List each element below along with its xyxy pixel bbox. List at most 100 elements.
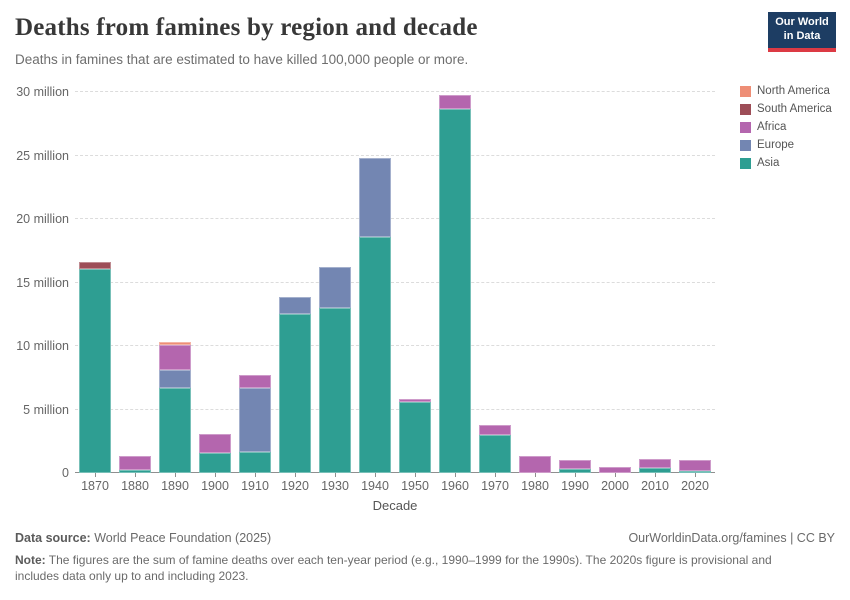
bar-2010[interactable] (639, 459, 671, 473)
x-tick-1920 (295, 473, 296, 477)
bar-segment-1910-africa[interactable] (239, 374, 271, 388)
y-tick-label-20: 20 million (16, 212, 69, 226)
x-tick-1990 (575, 473, 576, 477)
bar-segment-1970-africa[interactable] (479, 424, 511, 435)
data-source-value: World Peace Foundation (2025) (90, 531, 272, 545)
bar-1880[interactable] (119, 455, 151, 473)
x-tick-1950 (415, 473, 416, 477)
legend-item-south-america[interactable]: South America (740, 103, 832, 115)
bar-segment-1910-europe[interactable] (239, 387, 271, 453)
x-tick-label-1980: 1980 (521, 479, 549, 493)
legend-item-europe[interactable]: Europe (740, 139, 832, 151)
bar-segment-1960-asia[interactable] (439, 108, 471, 473)
bar-2000[interactable] (599, 466, 631, 473)
bar-1890[interactable] (159, 342, 191, 473)
x-tick-1980 (535, 473, 536, 477)
x-tick-label-1940: 1940 (361, 479, 389, 493)
y-tick-label-25: 25 million (16, 148, 69, 163)
y-tick-label-0: 0 (62, 466, 69, 480)
bar-segment-1890-asia[interactable] (159, 387, 191, 473)
x-tick-2010 (655, 473, 656, 477)
bar-segment-1890-north-america[interactable] (159, 342, 191, 346)
bar-segment-1920-asia[interactable] (279, 314, 311, 473)
x-tick-1890 (175, 473, 176, 477)
plot-area: 0 5 million 10 million 15 million 20 million… (16, 85, 715, 493)
bar-1950[interactable] (399, 399, 431, 473)
bar-segment-1930-asia[interactable] (319, 307, 351, 473)
x-tick-label-1930: 1930 (321, 479, 349, 493)
legend-item-africa[interactable]: Africa (740, 121, 832, 133)
bar-segment-1990-africa[interactable] (559, 459, 591, 469)
bar-1930[interactable] (319, 267, 351, 473)
bar-1960[interactable] (439, 95, 471, 473)
chart-title: Deaths from famines by region and decade (15, 14, 478, 41)
legend-label: Europe (757, 139, 795, 151)
bar-1990[interactable] (559, 459, 591, 473)
bar-segment-1950-africa[interactable] (399, 399, 431, 402)
legend-swatch-icon (740, 121, 751, 133)
bar-2020[interactable] (679, 460, 711, 473)
x-tick-label-1920: 1920 (281, 479, 309, 493)
bar-segment-1880-asia[interactable] (119, 470, 151, 473)
bar-segment-2020-africa[interactable] (679, 460, 711, 472)
x-tick-label-1950: 1950 (401, 479, 429, 493)
bar-1970[interactable] (479, 424, 511, 473)
note-label: Note: (15, 553, 46, 567)
x-tick-label-1870: 1870 (81, 479, 109, 493)
legend: North America South America Africa Europe As… (740, 85, 832, 175)
bar-segment-2010-asia[interactable] (639, 467, 671, 473)
bar-1940[interactable] (359, 158, 391, 473)
footer-data-source: Data source: World Peace Foundation (202… (15, 531, 271, 545)
x-tick-label-1900: 1900 (201, 479, 229, 493)
legend-item-north-america[interactable]: North America (740, 85, 832, 97)
bar-segment-1920-europe[interactable] (279, 297, 311, 315)
x-axis-line (75, 472, 715, 473)
bar-segment-2000-africa[interactable] (599, 466, 631, 473)
x-tick-1870 (95, 473, 96, 477)
x-tick-label-1990: 1990 (561, 479, 589, 493)
bar-segment-1960-africa[interactable] (439, 95, 471, 109)
legend-swatch-icon (740, 157, 751, 169)
bar-segment-1990-asia[interactable] (559, 468, 591, 473)
x-tick-1970 (495, 473, 496, 477)
bar-segment-1980-africa[interactable] (519, 455, 551, 473)
legend-label: North America (757, 85, 830, 97)
bar-segment-1870-south-america[interactable] (79, 262, 111, 269)
chart-subtitle: Deaths in famines that are estimated to … (15, 52, 469, 67)
bar-1900[interactable] (199, 433, 231, 473)
gridline-5m (75, 408, 715, 410)
gridline-30m (75, 91, 715, 92)
x-tick-label-1960: 1960 (441, 479, 469, 493)
legend-label: Africa (757, 121, 787, 133)
x-tick-1960 (455, 473, 456, 477)
bar-segment-1890-africa[interactable] (159, 345, 191, 370)
gridline-15m (75, 281, 715, 283)
x-tick-label-1910: 1910 (241, 479, 269, 493)
bar-segment-1890-europe[interactable] (159, 369, 191, 388)
bar-segment-1930-europe[interactable] (319, 267, 351, 308)
bar-segment-1970-asia[interactable] (479, 434, 511, 473)
bar-segment-1900-asia[interactable] (199, 452, 231, 473)
bar-segment-2020-asia[interactable] (679, 471, 711, 473)
bar-1870[interactable] (79, 262, 111, 473)
legend-label: South America (757, 103, 832, 115)
bar-1920[interactable] (279, 297, 311, 473)
bar-segment-1950-asia[interactable] (399, 401, 431, 473)
gridline-10m (75, 345, 715, 346)
bar-segment-1880-africa[interactable] (119, 455, 151, 471)
legend-item-asia[interactable]: Asia (740, 157, 832, 169)
x-tick-1900 (215, 473, 216, 477)
owid-logo[interactable]: Our World in Data (768, 12, 836, 52)
bar-segment-1940-asia[interactable] (359, 236, 391, 473)
bar-1980[interactable] (519, 455, 551, 473)
footer-link[interactable]: OurWorldinData.org/famines | CC BY (628, 531, 835, 545)
x-tick-label-2010: 2010 (641, 479, 669, 493)
bar-1910[interactable] (239, 374, 271, 473)
bar-segment-1940-europe[interactable] (359, 158, 391, 237)
bar-segment-1910-asia[interactable] (239, 452, 271, 473)
x-tick-2020 (695, 473, 696, 477)
bar-segment-2010-africa[interactable] (639, 459, 671, 468)
bar-segment-1870-asia[interactable] (79, 268, 111, 473)
x-tick-1880 (135, 473, 136, 477)
bar-segment-1900-africa[interactable] (199, 433, 231, 453)
